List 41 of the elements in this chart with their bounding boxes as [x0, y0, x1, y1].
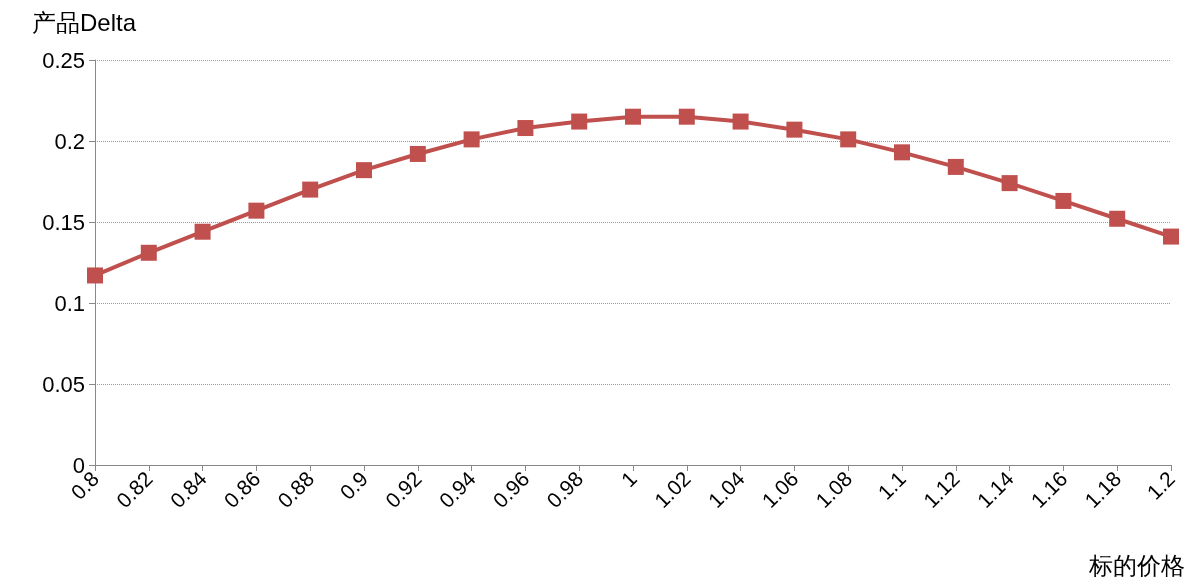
y-tick-label: 0.2	[54, 128, 85, 154]
point	[1163, 228, 1179, 245]
y-tick-label: 0.15	[42, 209, 85, 235]
y-tick-label: 0	[72, 452, 85, 478]
x-tick-label: 1.1	[873, 466, 911, 504]
point	[463, 131, 480, 148]
point	[517, 120, 534, 137]
point	[571, 113, 588, 130]
x-tick-label: 1.2	[1142, 466, 1180, 504]
point	[140, 244, 157, 261]
point	[1055, 192, 1072, 209]
x-tick-label: 0.84	[165, 466, 211, 513]
y-axis-title: 产品Delta	[32, 8, 137, 36]
point	[194, 223, 211, 240]
x-tick-label: 0.9	[335, 466, 373, 504]
x-tick-label: 0.86	[219, 466, 265, 513]
point	[409, 145, 426, 162]
point	[840, 131, 857, 148]
point	[1001, 175, 1018, 192]
point	[248, 202, 265, 219]
x-tick-label: 0.94	[434, 466, 480, 513]
y-tick-label: 0.1	[54, 290, 85, 316]
point	[356, 162, 372, 179]
y-tick-label: 0.25	[42, 47, 85, 73]
point	[678, 108, 695, 125]
x-tick-label: 0.82	[111, 466, 157, 513]
x-tick-label: 0.98	[542, 466, 588, 513]
point	[302, 181, 319, 198]
x-tick-label: 0.88	[273, 466, 319, 513]
point	[87, 267, 103, 284]
x-axis-title: 标的价格	[1088, 551, 1185, 579]
point	[732, 113, 749, 130]
x-tick-label: 1	[616, 466, 642, 492]
y-tick-label: 0.05	[42, 371, 85, 397]
point	[786, 121, 803, 138]
x-tick-label: 0.96	[488, 466, 534, 513]
point	[625, 108, 641, 125]
point	[894, 144, 910, 161]
x-tick-label: 0.92	[380, 466, 426, 513]
point	[1109, 210, 1126, 227]
point	[947, 158, 964, 175]
